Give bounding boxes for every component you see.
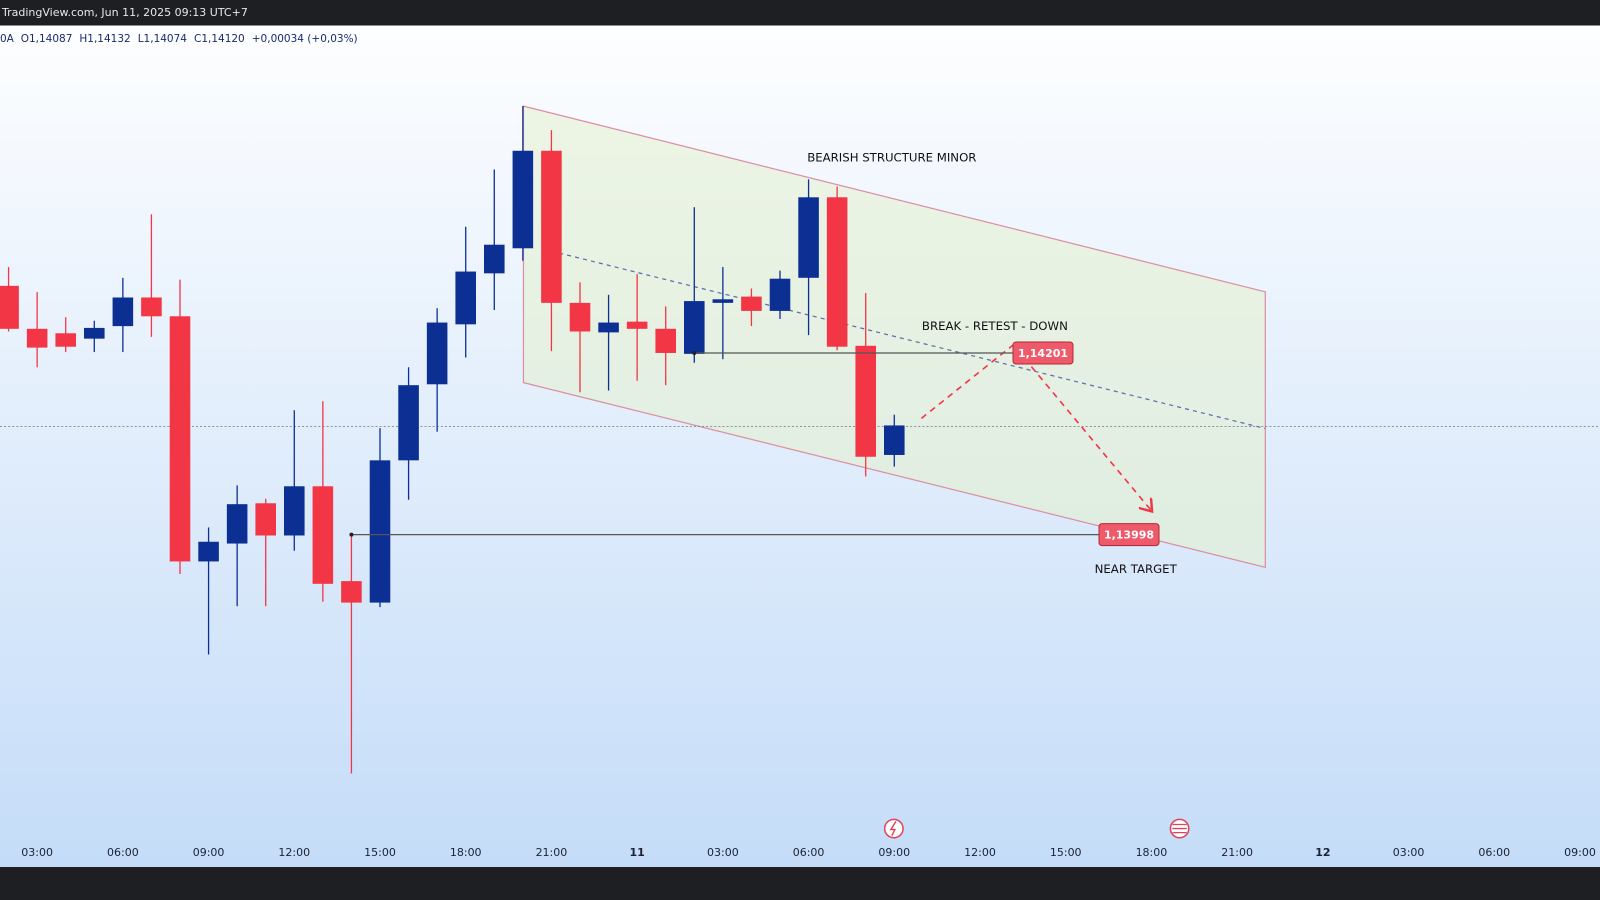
candle-body bbox=[284, 486, 305, 536]
candle-body bbox=[769, 278, 791, 311]
x-tick-label: 15:00 bbox=[364, 846, 396, 859]
candles bbox=[0, 106, 905, 774]
x-tick-label: 12 bbox=[1315, 846, 1330, 859]
x-tick-label: 06:00 bbox=[793, 846, 825, 859]
candle-body bbox=[484, 244, 505, 274]
x-tick-label: 15:00 bbox=[1050, 846, 1082, 859]
candle-body bbox=[141, 297, 162, 317]
ohlc-item: L1,14074 bbox=[138, 33, 188, 45]
x-tick-label: 06:00 bbox=[107, 846, 139, 859]
x-tick-label: 12:00 bbox=[278, 846, 310, 859]
x-tick-label: 11 bbox=[629, 846, 644, 859]
x-tick-label: 18:00 bbox=[450, 846, 482, 859]
event-icon[interactable] bbox=[883, 818, 904, 839]
x-tick-label: 18:00 bbox=[1136, 846, 1168, 859]
price-tag bbox=[1012, 341, 1074, 365]
ohlc-item: +0,00034 (+0,03%) bbox=[252, 33, 358, 45]
price-tag-label: 1,13998 bbox=[1104, 529, 1154, 542]
x-tick-label: 06:00 bbox=[1478, 846, 1510, 859]
candle-body bbox=[0, 285, 19, 329]
candle-body bbox=[655, 328, 676, 353]
x-tick-label: 21:00 bbox=[1221, 846, 1253, 859]
ohlc-legend: 0A O1,14087 H1,14132 L1,14074 C1,14120 +0,000… bbox=[0, 33, 358, 45]
candle-body bbox=[712, 299, 734, 303]
candle-body bbox=[798, 197, 819, 278]
x-tick-label: 03:00 bbox=[21, 846, 53, 859]
x-tick-label: 12:00 bbox=[964, 846, 996, 859]
candle-body bbox=[398, 385, 419, 461]
candle-body bbox=[626, 321, 648, 329]
ohlc-item: C1,14120 bbox=[194, 33, 245, 45]
candle-body bbox=[512, 150, 534, 249]
event-icon-glyph bbox=[889, 821, 897, 837]
x-tick-label: 21:00 bbox=[536, 846, 568, 859]
x-tick-label: 09:00 bbox=[193, 846, 225, 859]
ohlc-item: 0A bbox=[0, 33, 15, 45]
candle-body bbox=[341, 581, 362, 603]
channel-mid bbox=[559, 252, 1266, 430]
x-tick-label: 09:00 bbox=[1564, 846, 1596, 859]
level-anchor bbox=[349, 532, 354, 537]
candle-body bbox=[169, 316, 191, 562]
candle-body bbox=[55, 333, 76, 347]
top-bar bbox=[0, 0, 1600, 26]
candle-body bbox=[741, 296, 762, 311]
candle-body bbox=[112, 297, 134, 327]
candle-body bbox=[369, 460, 391, 603]
candle-body bbox=[684, 301, 705, 354]
ohlc-item: O1,14087 bbox=[21, 33, 73, 45]
bottom-bar bbox=[0, 867, 1600, 900]
header: TradingView.com, Jun 11, 2025 09:13 UTC+… bbox=[1, 6, 248, 19]
candle-body bbox=[198, 541, 219, 562]
annotation: BREAK - RETEST - DOWN bbox=[922, 319, 1068, 333]
candle-body bbox=[541, 150, 562, 303]
candle-body bbox=[598, 322, 619, 333]
candle-body bbox=[255, 503, 276, 536]
candle-body bbox=[426, 322, 448, 385]
price-tag bbox=[1098, 523, 1160, 547]
drawings: BEARISH STRUCTURE MINOR BREAK - RETEST -… bbox=[0, 105, 1600, 839]
level-anchor bbox=[692, 350, 697, 355]
x-tick-label: 03:00 bbox=[1393, 846, 1425, 859]
candle-body bbox=[855, 345, 876, 457]
candle-body bbox=[826, 197, 848, 347]
candle-body bbox=[884, 425, 905, 455]
annotation: NEAR TARGET bbox=[1095, 562, 1178, 576]
x-tick-label: 03:00 bbox=[707, 846, 739, 859]
price-tag-label: 1,14201 bbox=[1018, 347, 1068, 360]
candle-body bbox=[569, 302, 591, 332]
candle-body bbox=[226, 504, 248, 544]
candle-body bbox=[84, 327, 105, 339]
candle-body bbox=[26, 328, 48, 348]
ohlc-item: H1,14132 bbox=[79, 33, 130, 45]
flag-icon-glyph bbox=[1172, 823, 1187, 834]
ohlc-text: 0A O1,14087 H1,14132 L1,14074 C1,14120 +0,000… bbox=[0, 33, 358, 45]
annotation: BEARISH STRUCTURE MINOR bbox=[807, 151, 976, 165]
candle-body bbox=[455, 271, 476, 325]
x-tick-label: 09:00 bbox=[878, 846, 910, 859]
candle-body bbox=[312, 486, 334, 584]
